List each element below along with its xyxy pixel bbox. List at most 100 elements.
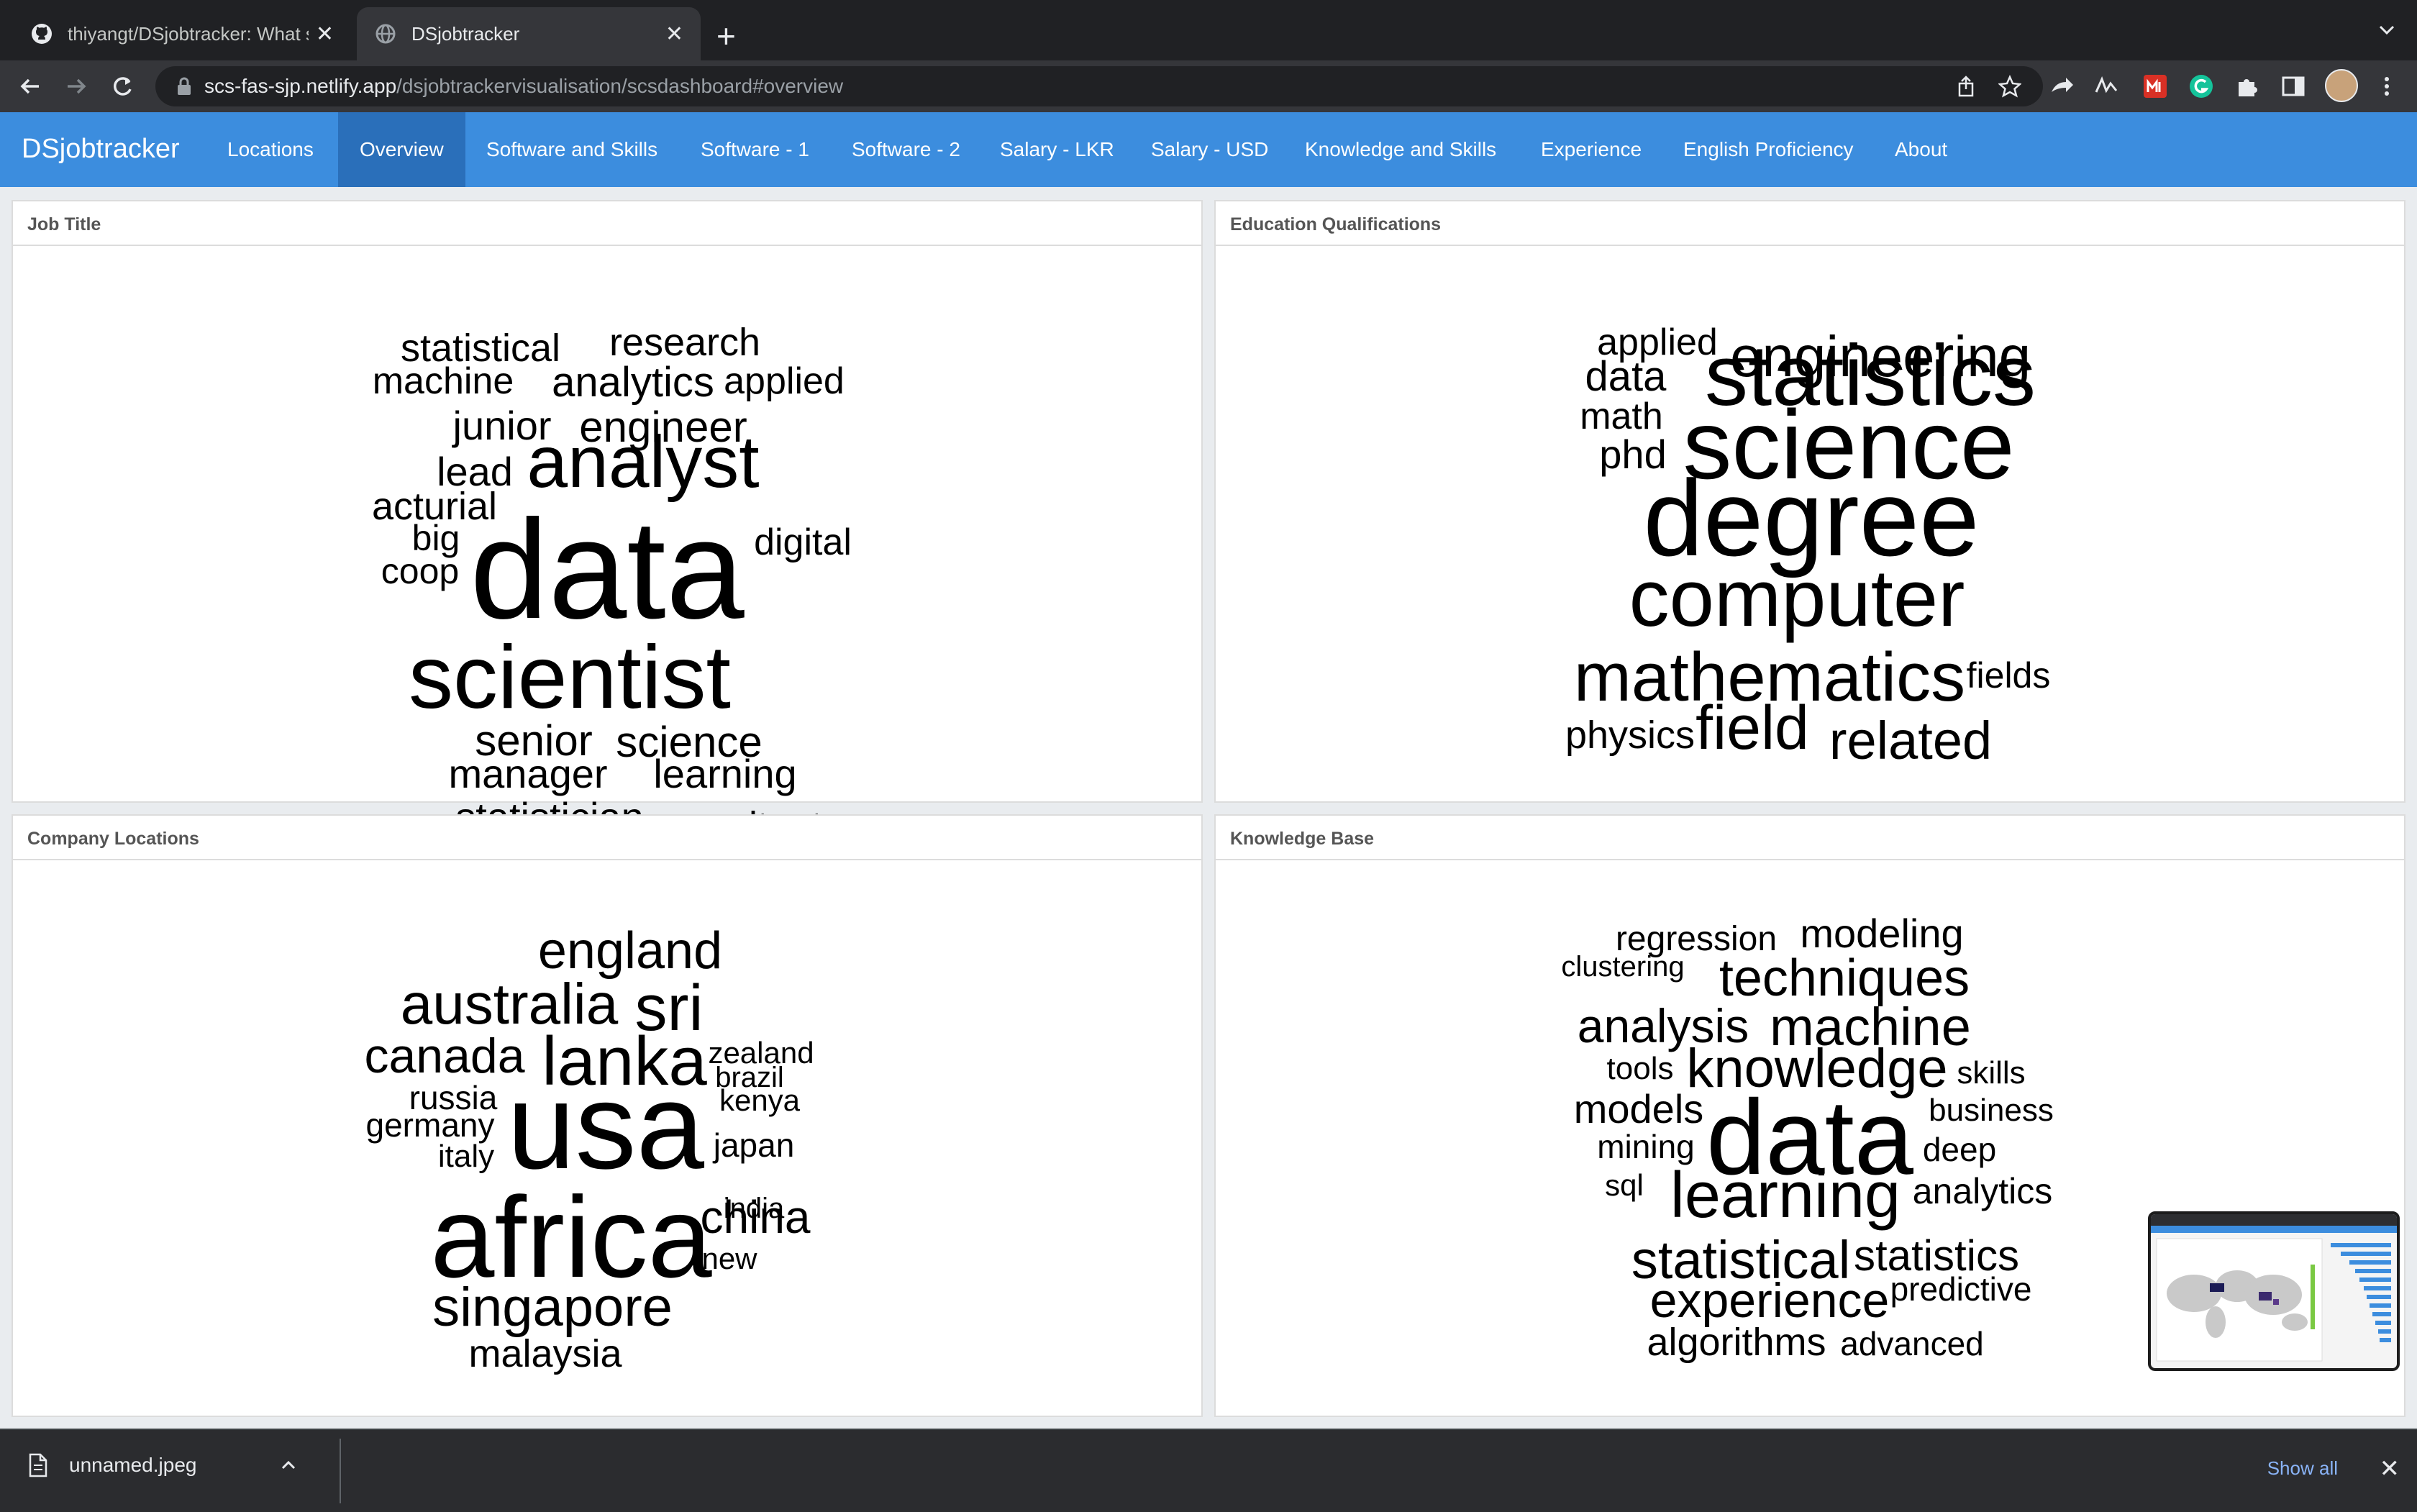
screenshot-preview-thumbnail[interactable] [2148, 1211, 2400, 1371]
share-icon[interactable] [1955, 75, 1977, 98]
cloud-word: field [1695, 693, 1809, 762]
globe-icon [375, 24, 396, 44]
cloud-word: predictive [1890, 1270, 2032, 1308]
knowledge-base-wordcloud: regression modeling clustering technique… [1216, 860, 2404, 1416]
cloud-word: engineering [1729, 324, 2031, 388]
back-arrow-icon[interactable] [16, 72, 45, 101]
nav-salary-lkr[interactable]: Salary - LKR [1000, 138, 1114, 160]
address-bar[interactable]: scs-fas-sjp.netlify.app/dsjobtrackervisu… [155, 66, 2043, 106]
cloud-word: sql [1605, 1168, 1644, 1202]
url-text[interactable]: scs-fas-sjp.netlify.app/dsjobtrackervisu… [204, 75, 843, 98]
show-all-downloads-button[interactable]: Show all [2267, 1457, 2338, 1479]
close-tab-icon[interactable]: ✕ [315, 22, 334, 46]
cloud-word: statistics [1853, 1231, 2020, 1280]
cloud-word: australia [400, 972, 619, 1036]
bookmark-star-icon[interactable] [1998, 75, 2021, 98]
cloud-word: statistical [1631, 1230, 1851, 1290]
app-navbar: DSjobtracker Locations Overview Software… [0, 112, 2417, 187]
nav-software-and-skills[interactable]: Software and Skills [486, 138, 658, 160]
nav-software-2[interactable]: Software - 2 [852, 138, 960, 160]
cloud-word: science [1683, 390, 2015, 499]
cloud-word: africa [430, 1172, 712, 1301]
cloud-word: algorithms [1647, 1321, 1826, 1364]
close-tab-icon[interactable]: ✕ [665, 22, 683, 46]
cloud-word: india [723, 1193, 785, 1224]
education-wordcloud: applied engineering data statistics math… [1216, 246, 2404, 801]
more-options-icon[interactable] [2374, 73, 2400, 99]
cloud-word: physics [1565, 714, 1695, 757]
browser-tab-dsjobtracker[interactable]: DSjobtracker ✕ [357, 7, 701, 60]
cloud-word: malaysia [468, 1332, 622, 1375]
side-panel-icon[interactable] [2280, 73, 2306, 99]
cloud-word: fields [1966, 655, 2051, 696]
reload-icon[interactable] [108, 72, 137, 101]
browser-toolbar: scs-fas-sjp.netlify.app/dsjobtrackervisu… [0, 60, 2417, 112]
cloud-word: machine [372, 360, 514, 402]
nav-overview[interactable]: Overview [338, 112, 465, 187]
red-extension-icon[interactable] [2142, 73, 2168, 99]
lock-icon[interactable] [176, 76, 193, 96]
cloud-word: learning [1670, 1160, 1901, 1231]
app-brand[interactable]: DSjobtracker [22, 134, 180, 164]
cloud-word: models [1573, 1086, 1704, 1131]
github-icon [32, 24, 52, 44]
cloud-word: brazil [715, 1062, 784, 1093]
cloud-word: statistical [400, 327, 561, 370]
cloud-word: applied [1597, 322, 1718, 363]
grammarly-icon[interactable] [2188, 73, 2214, 99]
file-icon [29, 1453, 47, 1477]
cloud-word: zealand [708, 1036, 814, 1070]
panel-title: Knowledge Base [1216, 816, 2404, 860]
nav-software-1[interactable]: Software - 1 [701, 138, 809, 160]
cloud-word: statistics [1704, 327, 2036, 424]
url-host: scs-fas-sjp.netlify.app [204, 75, 397, 97]
cloud-word: analytics [1912, 1171, 2053, 1211]
browser-tab-github[interactable]: thiyangt/DSjobtracker: What sk ✕ [13, 7, 351, 60]
panel-title: Job Title [13, 201, 1201, 246]
profile-avatar[interactable] [2325, 69, 2358, 102]
cloud-word: computer [1629, 553, 1965, 643]
tab-search-chevron-icon[interactable] [2375, 19, 2398, 42]
cloud-word: regression [1615, 920, 1778, 958]
download-item[interactable]: unnamed.jpeg [29, 1453, 297, 1477]
nav-locations[interactable]: Locations [227, 138, 314, 160]
close-download-bar-icon[interactable]: ✕ [2379, 1455, 2400, 1483]
company-locations-panel: Company Locations england australia sri … [12, 814, 1203, 1417]
cloud-word: japan [713, 1126, 795, 1164]
cloud-word: china [700, 1191, 811, 1243]
send-arrow-icon[interactable] [2049, 73, 2075, 99]
puzzle-extensions-icon[interactable] [2234, 73, 2260, 99]
cloud-word: new [701, 1242, 757, 1275]
forward-arrow-icon[interactable] [62, 72, 91, 101]
preview-image [2151, 1214, 2397, 1368]
cloud-word: junior [452, 403, 552, 448]
cloud-word: analysis [1577, 999, 1749, 1052]
nav-english-proficiency[interactable]: English Proficiency [1683, 138, 1854, 160]
cloud-word: knowledge [1686, 1038, 1948, 1099]
cloud-word: business [1929, 1093, 2054, 1128]
download-separator [340, 1439, 341, 1503]
job-title-wordcloud: statistical research machine analytics a… [13, 246, 1201, 845]
cloud-word: analytics [552, 359, 714, 406]
cloud-word: russia [409, 1079, 498, 1116]
nav-salary-usd[interactable]: Salary - USD [1151, 138, 1269, 160]
cloud-word: math [1580, 396, 1663, 437]
nav-about[interactable]: About [1895, 138, 1948, 160]
panel-title: Company Locations [13, 816, 1201, 860]
cloud-word: acturial [371, 485, 498, 528]
nav-knowledge-and-skills[interactable]: Knowledge and Skills [1305, 138, 1497, 160]
chevron-up-icon[interactable] [280, 1457, 297, 1474]
cloud-word: degree [1643, 457, 1980, 578]
cloud-word: canada [364, 1029, 525, 1083]
new-tab-icon[interactable]: + [716, 17, 736, 55]
signature-extension-icon[interactable] [2093, 73, 2119, 99]
panel-title: Education Qualifications [1216, 201, 2404, 246]
cloud-word: mathematics [1573, 639, 1966, 716]
cloud-word: data [470, 491, 745, 648]
cloud-word: england [537, 922, 723, 980]
cloud-word: advanced [1840, 1325, 1984, 1362]
nav-experience[interactable]: Experience [1541, 138, 1642, 160]
cloud-word: senior [475, 716, 593, 765]
download-bar: unnamed.jpeg Show all ✕ [0, 1429, 2417, 1512]
cloud-word: engineer [579, 403, 747, 451]
